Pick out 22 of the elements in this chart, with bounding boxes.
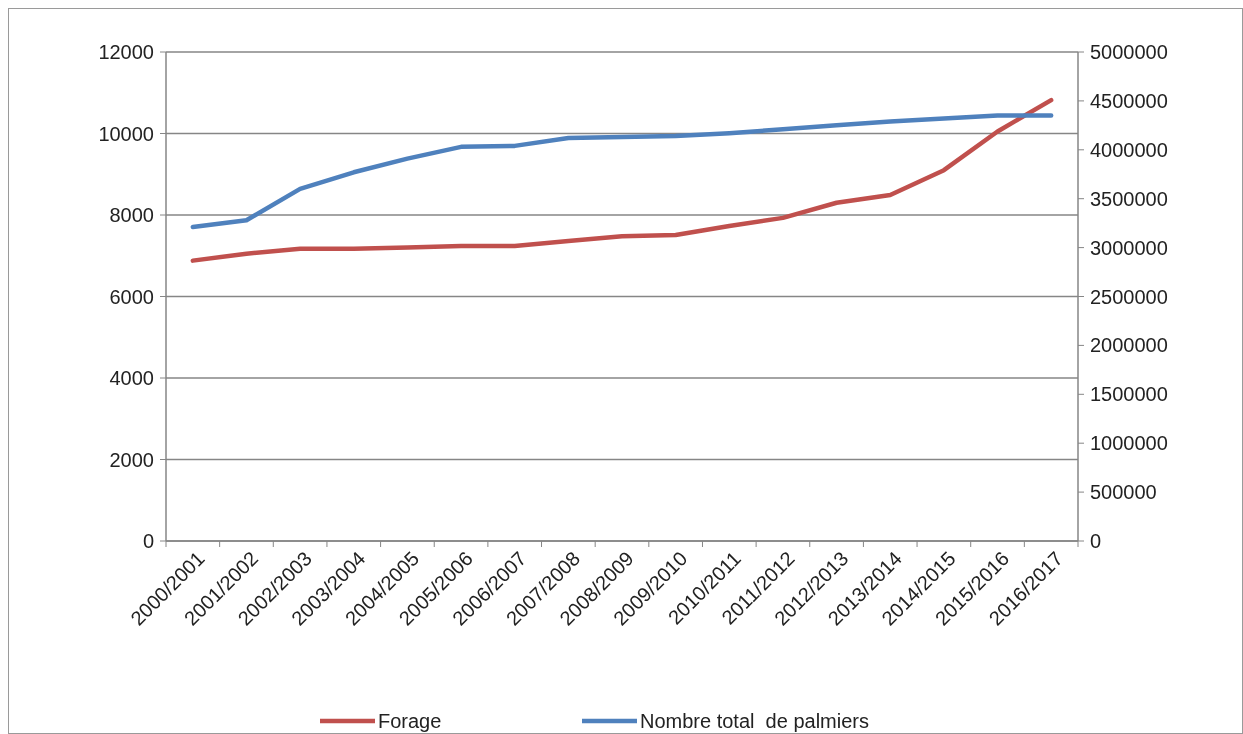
line-series bbox=[190, 113, 1054, 230]
y2-tick-label: 500000 bbox=[1090, 481, 1157, 504]
y-tick-label: 2000 bbox=[109, 448, 154, 471]
line-series bbox=[190, 97, 1054, 263]
y2-tick-label: 2000000 bbox=[1090, 334, 1168, 357]
y2-tick-label: 3000000 bbox=[1090, 236, 1168, 259]
y2-tick-label: 2500000 bbox=[1090, 285, 1168, 308]
y2-tick-label: 5000000 bbox=[1090, 41, 1168, 63]
y2-tick-label: 3500000 bbox=[1090, 187, 1168, 210]
y2-tick-label: 1000000 bbox=[1090, 432, 1168, 455]
y2-tick-label: 0 bbox=[1090, 530, 1102, 552]
y-tick-label: 4000 bbox=[109, 367, 154, 389]
y-tick-label: 10000 bbox=[98, 122, 154, 145]
y2-tick-label: 1500000 bbox=[1090, 383, 1168, 406]
y-tick-label: 6000 bbox=[109, 285, 154, 308]
y2-tick-label: 4500000 bbox=[1090, 89, 1168, 112]
y-tick-label: 12000 bbox=[98, 41, 154, 63]
y-tick-label: 0 bbox=[142, 530, 154, 552]
y-tick-label: 8000 bbox=[109, 204, 154, 226]
legend-label: Forage bbox=[378, 710, 442, 732]
y2-tick-label: 4000000 bbox=[1090, 138, 1168, 161]
legend-label: Nombre total de palmiers bbox=[640, 710, 869, 732]
